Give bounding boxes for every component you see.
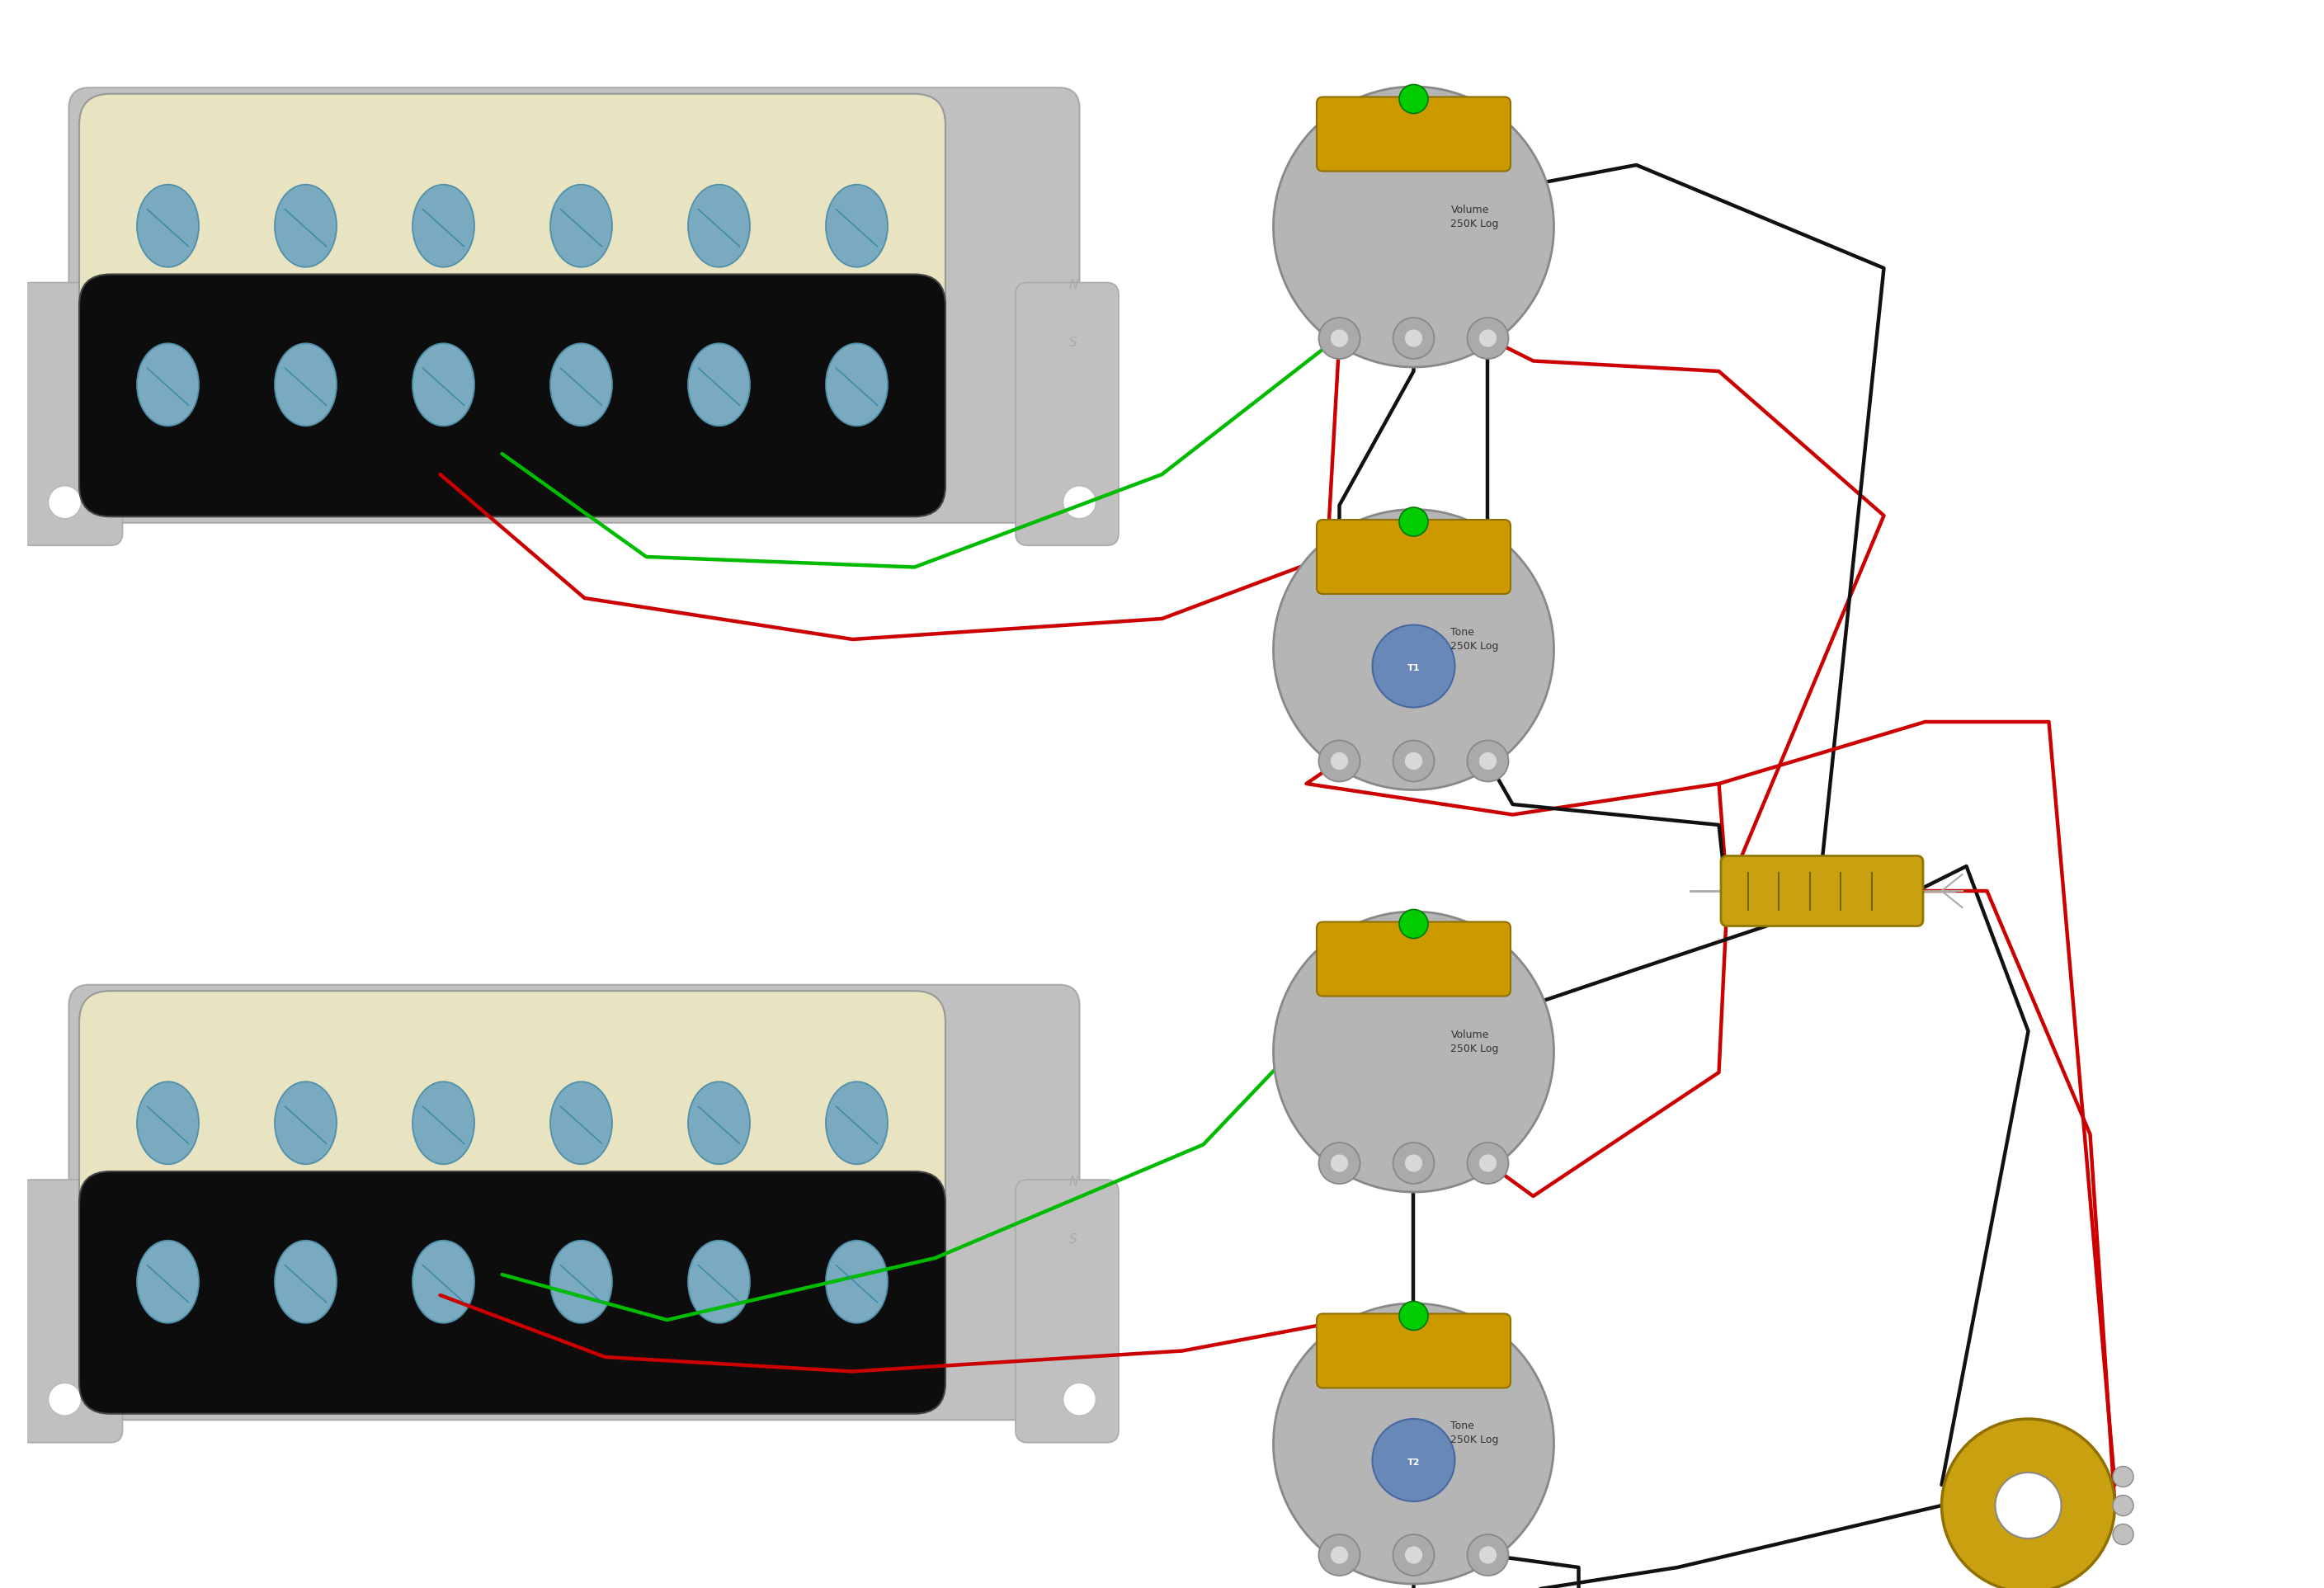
FancyBboxPatch shape: [1016, 1180, 1118, 1442]
Circle shape: [1466, 740, 1508, 781]
Ellipse shape: [137, 1081, 200, 1164]
Circle shape: [2113, 1524, 2133, 1545]
Ellipse shape: [137, 343, 200, 426]
Circle shape: [1478, 329, 1497, 348]
Circle shape: [49, 1383, 81, 1416]
Circle shape: [1318, 318, 1360, 359]
FancyBboxPatch shape: [1318, 97, 1511, 172]
Circle shape: [49, 486, 81, 519]
Circle shape: [1466, 1534, 1508, 1575]
Circle shape: [1392, 1142, 1434, 1183]
Text: T2: T2: [1408, 1458, 1420, 1466]
Circle shape: [1274, 510, 1555, 789]
Ellipse shape: [551, 184, 611, 267]
Circle shape: [1399, 1301, 1427, 1331]
Text: N: N: [1069, 1175, 1078, 1188]
Circle shape: [1399, 910, 1427, 939]
Circle shape: [1478, 1154, 1497, 1172]
FancyBboxPatch shape: [1318, 519, 1511, 594]
Text: N: N: [1069, 278, 1078, 291]
Circle shape: [1466, 318, 1508, 359]
Circle shape: [1274, 87, 1555, 367]
FancyBboxPatch shape: [79, 275, 946, 516]
Text: T1: T1: [1408, 664, 1420, 672]
Ellipse shape: [688, 184, 751, 267]
Ellipse shape: [688, 1081, 751, 1164]
Ellipse shape: [274, 343, 337, 426]
FancyBboxPatch shape: [19, 1180, 123, 1442]
Circle shape: [2113, 1496, 2133, 1517]
Circle shape: [1392, 740, 1434, 781]
Circle shape: [1399, 507, 1427, 537]
Circle shape: [1329, 1545, 1348, 1564]
Ellipse shape: [688, 1240, 751, 1323]
Ellipse shape: [411, 343, 474, 426]
Ellipse shape: [274, 184, 337, 267]
Circle shape: [1478, 751, 1497, 770]
Ellipse shape: [825, 1240, 888, 1323]
Ellipse shape: [825, 1081, 888, 1164]
Circle shape: [1399, 84, 1427, 113]
FancyBboxPatch shape: [1318, 923, 1511, 996]
Circle shape: [2113, 1466, 2133, 1486]
Ellipse shape: [411, 1240, 474, 1323]
Circle shape: [1329, 329, 1348, 348]
Circle shape: [1318, 740, 1360, 781]
Text: S: S: [1069, 337, 1076, 348]
Circle shape: [1404, 1154, 1422, 1172]
Text: Tone
250K Log: Tone 250K Log: [1450, 1421, 1499, 1445]
Circle shape: [1318, 1142, 1360, 1183]
Ellipse shape: [688, 343, 751, 426]
FancyBboxPatch shape: [70, 985, 1081, 1420]
Ellipse shape: [274, 1240, 337, 1323]
Circle shape: [1941, 1420, 2115, 1588]
Ellipse shape: [551, 1081, 611, 1164]
Ellipse shape: [274, 1081, 337, 1164]
Circle shape: [1274, 1304, 1555, 1583]
Circle shape: [1478, 1545, 1497, 1564]
FancyBboxPatch shape: [1016, 283, 1118, 546]
Ellipse shape: [551, 343, 611, 426]
Circle shape: [1392, 1534, 1434, 1575]
FancyBboxPatch shape: [1722, 856, 1922, 926]
Circle shape: [1404, 751, 1422, 770]
Circle shape: [1062, 1383, 1097, 1416]
Circle shape: [1996, 1472, 2061, 1539]
Ellipse shape: [137, 184, 200, 267]
Ellipse shape: [825, 343, 888, 426]
Circle shape: [1329, 1154, 1348, 1172]
Ellipse shape: [825, 184, 888, 267]
Text: S: S: [1069, 1234, 1076, 1245]
Text: Tone
250K Log: Tone 250K Log: [1450, 627, 1499, 651]
Ellipse shape: [411, 184, 474, 267]
Circle shape: [1274, 912, 1555, 1193]
Circle shape: [1392, 318, 1434, 359]
Text: Volume
250K Log: Volume 250K Log: [1450, 205, 1499, 229]
Circle shape: [1373, 626, 1455, 707]
Circle shape: [1404, 329, 1422, 348]
Ellipse shape: [411, 1081, 474, 1164]
FancyBboxPatch shape: [70, 87, 1081, 522]
Circle shape: [1318, 1534, 1360, 1575]
Text: Volume
250K Log: Volume 250K Log: [1450, 1029, 1499, 1054]
FancyBboxPatch shape: [19, 283, 123, 546]
Circle shape: [1466, 1142, 1508, 1183]
FancyBboxPatch shape: [79, 1172, 946, 1413]
Circle shape: [1062, 486, 1097, 519]
Circle shape: [1404, 1545, 1422, 1564]
Ellipse shape: [137, 1240, 200, 1323]
FancyBboxPatch shape: [1318, 1313, 1511, 1388]
Ellipse shape: [551, 1240, 611, 1323]
FancyBboxPatch shape: [79, 991, 946, 1234]
FancyBboxPatch shape: [79, 94, 946, 337]
Circle shape: [1373, 1420, 1455, 1501]
Circle shape: [1329, 751, 1348, 770]
